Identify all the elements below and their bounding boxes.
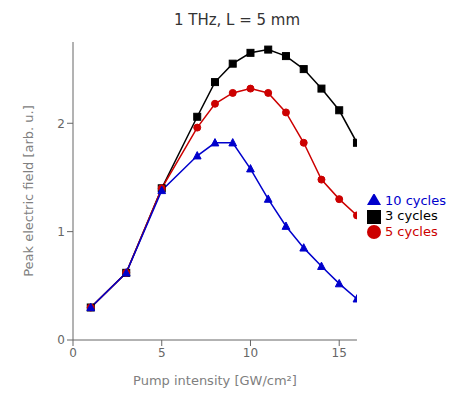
svg-text:0: 0 <box>69 346 77 360</box>
svg-text:Pump intensity [GW/cm²]: Pump intensity [GW/cm²] <box>133 373 297 388</box>
svg-text:2: 2 <box>57 117 65 131</box>
svg-text:15: 15 <box>332 346 347 360</box>
html-text:3 cycles: 3 cycles <box>385 208 438 224</box>
html-text:1 THz, L = 5 mm: 1 THz, L = 5 mm <box>173 11 301 29</box>
html-text:10 cycles: 10 cycles <box>385 192 446 208</box>
svg-text:0: 0 <box>57 333 65 347</box>
svg-text:Peak electric field [arb. u.]: Peak electric field [arb. u.] <box>21 105 36 277</box>
svg-text:5: 5 <box>158 346 166 360</box>
html-text:5 cycles: 5 cycles <box>385 223 438 239</box>
svg-text:1: 1 <box>57 225 65 239</box>
svg-text:10: 10 <box>243 346 258 360</box>
